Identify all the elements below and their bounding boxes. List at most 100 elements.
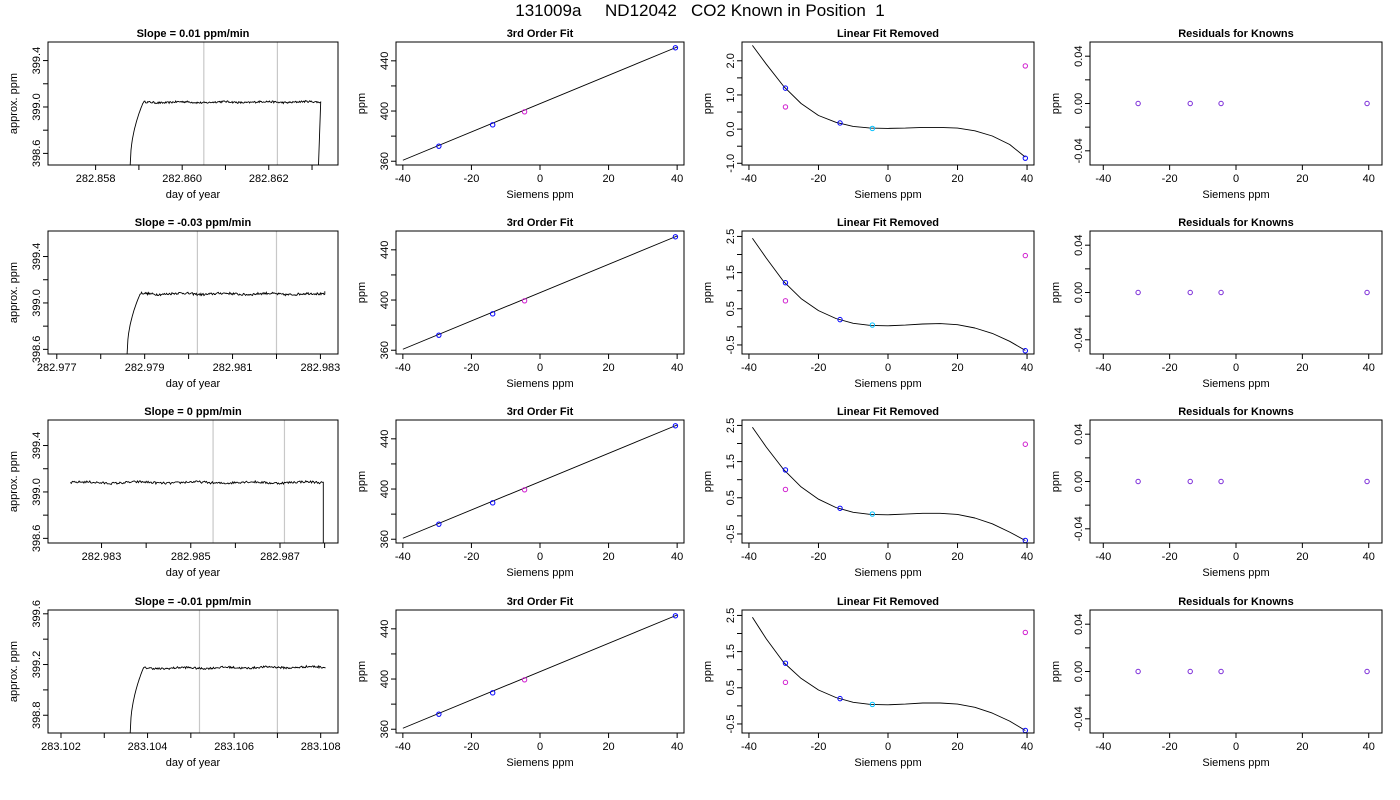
x-tick-label: 0 [885,173,891,185]
data-point [521,677,528,683]
y-tick-label: -0.04 [1073,327,1085,352]
data-point [837,505,843,511]
y-tick-label: 400 [379,102,391,120]
data-point [837,120,843,126]
panel-r3c1: Slope = 0 ppm/min 282.983 282.985 282.987 39… [8,406,339,579]
fit-line [402,424,678,539]
y-tick-label: 360 [379,530,391,548]
y-tick-label: 440 [379,52,391,70]
panel-title: Linear Fit Removed [837,28,939,40]
x-axis-label: day of year [166,189,221,201]
x-tick-label: 20 [602,362,614,374]
fit-line [402,235,678,350]
data-point [837,316,843,323]
x-tick-label: 40 [1363,173,1375,185]
x-tick-label: 40 [1021,173,1033,185]
data-point [1135,668,1141,675]
y-tick-label: 440 [379,241,391,259]
y-tick-label: 360 [379,341,391,359]
x-tick-label: 20 [1296,173,1308,185]
x-tick-label: -20 [463,551,479,563]
data-point [869,701,876,708]
data-point [1187,478,1193,485]
y-tick-label: 399.0 [31,93,43,121]
data-point [1218,289,1224,296]
y-tick-label: 1.5 [725,454,737,469]
x-tick-label: 20 [951,551,963,563]
x-axis-label: Siemens ppm [1202,189,1269,201]
panel-r1c3: Linear Fit Removed -40 -20 0 20 40 -1.0 0.0 1.0 2… [702,28,1035,201]
y-tick-label: 440 [379,620,391,638]
plot-area [1135,478,1370,485]
data-point [1135,289,1141,296]
data-point [1218,668,1224,675]
plot-frame [741,609,1035,734]
fit-line [402,614,678,729]
fit-curve [752,45,1026,158]
x-tick-label: 0 [1233,173,1239,185]
panel-r1c4: Residuals for Knowns -40 -20 0 20 40 -0.04 0.00… [1050,28,1383,201]
y-tick-label: 399.4 [31,432,43,460]
y-tick-label: 1.5 [725,644,737,659]
data-point [782,298,789,304]
y-tick-label: 0.5 [725,490,737,505]
data-point [489,122,496,128]
x-tick-label: 282.862 [249,173,289,185]
y-axis-label: ppm [1050,282,1062,303]
data-point [436,711,442,717]
data-point [489,690,496,696]
panel-r4c3: Linear Fit Removed -40 -20 0 20 40 -0.5 0.5 1.5 2… [702,596,1035,769]
x-tick-label: -40 [1095,362,1111,374]
x-tick-label: 20 [951,741,963,753]
x-axis-label: Siemens ppm [1202,567,1269,579]
x-tick-label: 0 [885,551,891,563]
data-point [1187,100,1193,107]
x-axis-label: day of year [166,757,221,769]
x-tick-label: -20 [463,741,479,753]
data-point [1187,668,1193,675]
y-tick-label: 0.00 [1073,661,1085,682]
x-tick-label: -40 [741,551,757,563]
x-tick-label: 0 [537,741,543,753]
x-tick-label: 283.106 [214,741,254,753]
x-tick-label: 283.108 [301,741,341,753]
x-tick-label: 40 [1021,551,1033,563]
fit-curve [752,426,1026,541]
x-tick-label: 20 [602,741,614,753]
y-tick-label: 398.6 [31,140,43,168]
x-tick-label: -40 [1095,551,1111,563]
y-tick-label: 399.0 [31,289,43,317]
panel-title: Linear Fit Removed [837,217,939,229]
data-point [672,234,679,240]
panel-r4c1: Slope = -0.01 ppm/min 283.102 283.104 283.1… [8,596,341,769]
x-tick-label: 0 [1233,741,1239,753]
y-tick-label: 399.0 [31,478,43,506]
x-tick-label: 283.102 [41,741,81,753]
panel-title: 3rd Order Fit [507,217,574,229]
y-tick-label: 360 [379,720,391,738]
data-point [1022,155,1029,161]
plot-area [126,231,326,354]
panel-title: Slope = -0.01 ppm/min [135,596,252,608]
panel-title: Slope = 0 ppm/min [144,406,242,418]
x-axis-label: day of year [166,567,221,579]
x-tick-label: 40 [1021,741,1033,753]
y-tick-label: 440 [379,430,391,448]
x-tick-label: 40 [1021,362,1033,374]
data-point [489,500,496,506]
plot-area [402,234,679,350]
plot-frame [741,230,1035,355]
y-axis-label: ppm [356,282,368,303]
plot-area [752,45,1029,161]
panel-title: 3rd Order Fit [507,406,574,418]
y-axis-label: ppm [1050,661,1062,682]
x-tick-label: -40 [395,173,411,185]
plot-frame [1089,609,1383,734]
y-axis-label: approx. ppm [8,73,20,134]
y-axis-label: approx. ppm [8,262,20,323]
data-point [1364,668,1370,675]
y-tick-label: -0.04 [1073,706,1085,731]
panel-title: Residuals for Knowns [1178,406,1294,418]
